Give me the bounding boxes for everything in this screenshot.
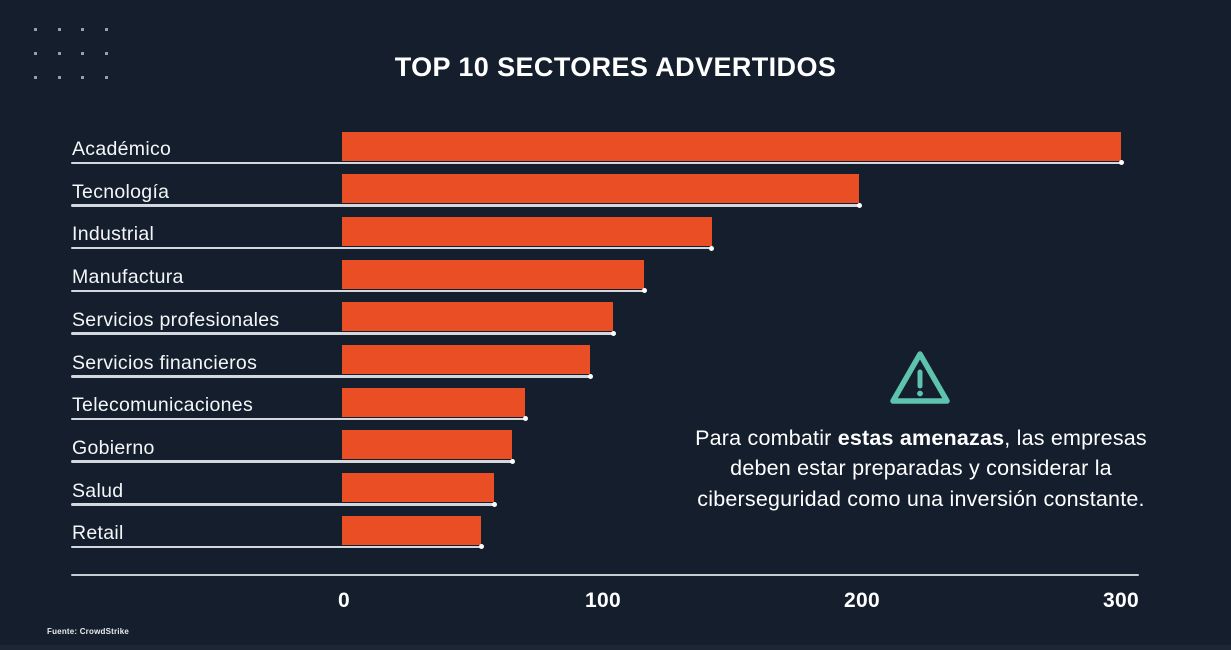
x-axis-tick-label: 300: [1103, 589, 1139, 612]
bottom-strip: [0, 645, 1231, 650]
chart-row: Servicios financieros: [0, 335, 1231, 379]
category-label: Tecnología: [72, 180, 170, 203]
row-underline: [71, 545, 482, 549]
chart-row: Manufactura: [0, 249, 1231, 294]
bar: [342, 473, 495, 503]
bar: [342, 430, 513, 460]
decor-dot: [81, 28, 84, 31]
category-label: Manufactura: [72, 266, 184, 289]
x-axis-tick-label: 0: [338, 589, 350, 612]
x-axis-tick-label: 200: [844, 589, 880, 612]
decor-dot: [57, 28, 61, 31]
category-label: Telecomunicaciones: [72, 394, 253, 417]
row-underline: [71, 417, 526, 421]
x-axis-line: [71, 573, 1139, 576]
bar-endpoint-dot: [709, 245, 715, 251]
annotation-line: deben estar preparadas y considerar la: [730, 456, 1112, 481]
bar: [342, 515, 482, 545]
annotation-segment: , las empresas: [1004, 426, 1147, 450]
bar-endpoint-dot: [509, 459, 515, 465]
category-label: Académico: [72, 138, 172, 160]
bar-endpoint-dot: [522, 416, 528, 422]
warning-triangle-icon: [887, 347, 953, 409]
page-title: TOP 10 SECTORES ADVERTIDOS: [394, 52, 837, 82]
decor-dot: [34, 28, 37, 31]
chart-row: Servicios profesionales: [0, 292, 1231, 336]
decor-dot: [81, 76, 84, 79]
row-underline: [71, 503, 495, 506]
source-note: Fuente: CrowdStrike: [47, 627, 130, 636]
annotation-line: ciberseguridad como una inversión consta…: [697, 486, 1145, 511]
bar-endpoint-dot: [856, 202, 862, 208]
bar-endpoint-dot: [587, 373, 593, 379]
bar: [342, 387, 526, 417]
category-label: Servicios financieros: [72, 351, 258, 374]
row-underline: [71, 204, 860, 207]
bar-endpoint-dot: [491, 501, 497, 507]
x-axis-tick-label: 100: [585, 589, 621, 612]
category-label: Gobierno: [72, 436, 155, 459]
decor-dot-grid: [34, 28, 108, 79]
decor-dot: [57, 52, 61, 55]
decor-dot: [104, 52, 108, 55]
annotation-segment: Para combatir: [695, 426, 838, 450]
chart-row: Académico: [0, 121, 1231, 166]
row-underline: [71, 375, 591, 378]
row-underline: [71, 161, 1121, 164]
annotation-bold-segment: estas amenazas: [837, 426, 1005, 450]
bar-endpoint-dot: [610, 330, 616, 336]
category-label: Industrial: [72, 223, 155, 246]
annotation-line: Para combatir estas amenazas, las empres…: [676, 423, 1166, 453]
row-underline: [71, 460, 513, 463]
bar: [342, 345, 591, 374]
chart-row: Industrial: [0, 206, 1231, 251]
bar-endpoint-dot: [1118, 160, 1124, 166]
chart-row: Salud: [0, 463, 1231, 507]
decor-dot: [104, 76, 108, 79]
decor-dot: [104, 28, 108, 31]
bar: [342, 131, 1121, 161]
bar-endpoint-dot: [641, 288, 647, 294]
row-underline: [71, 332, 614, 335]
decor-dot: [34, 52, 37, 55]
row-underline: [71, 289, 645, 293]
bar-endpoint-dot: [478, 544, 484, 550]
chart-row: Tecnología: [0, 164, 1231, 208]
decor-dot: [81, 52, 84, 55]
chart-row: Gobierno: [0, 420, 1231, 465]
decor-dot: [34, 76, 37, 79]
bar: [342, 259, 645, 289]
bar: [342, 302, 614, 332]
chart-row: Telecomunicaciones: [0, 377, 1231, 422]
chart-row: Retail: [0, 505, 1231, 550]
decor-dot: [57, 76, 61, 79]
category-label: Salud: [72, 479, 124, 502]
bar: [342, 174, 860, 204]
category-label: Servicios profesionales: [72, 308, 280, 331]
row-underline: [71, 246, 712, 250]
annotation-text: Para combatir estas amenazas, las empres…: [676, 423, 1166, 514]
bar: [342, 216, 712, 246]
category-label: Retail: [72, 522, 124, 545]
